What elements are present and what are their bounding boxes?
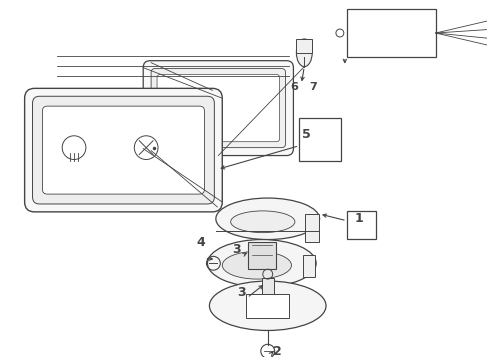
Bar xyxy=(262,278,273,294)
Bar xyxy=(299,118,341,162)
FancyBboxPatch shape xyxy=(157,75,280,142)
Bar xyxy=(246,294,290,318)
Bar xyxy=(305,214,319,242)
Ellipse shape xyxy=(222,251,292,279)
FancyBboxPatch shape xyxy=(32,96,214,204)
Text: 7: 7 xyxy=(309,82,317,92)
Text: 2: 2 xyxy=(272,345,281,358)
Ellipse shape xyxy=(216,198,319,239)
Bar xyxy=(248,242,276,269)
Text: 3: 3 xyxy=(232,243,241,256)
Ellipse shape xyxy=(231,211,295,233)
Bar xyxy=(347,9,436,57)
Text: 4: 4 xyxy=(196,237,205,249)
Text: 5: 5 xyxy=(302,128,311,141)
FancyBboxPatch shape xyxy=(43,106,204,194)
Text: 6: 6 xyxy=(291,82,298,92)
Bar xyxy=(296,39,312,53)
Bar xyxy=(347,211,376,239)
FancyBboxPatch shape xyxy=(151,69,286,148)
Text: 1: 1 xyxy=(355,212,364,225)
Ellipse shape xyxy=(296,39,312,67)
Ellipse shape xyxy=(207,239,316,287)
Text: 3: 3 xyxy=(237,286,245,299)
FancyBboxPatch shape xyxy=(143,61,294,156)
Ellipse shape xyxy=(209,281,326,330)
Bar xyxy=(303,255,315,277)
FancyBboxPatch shape xyxy=(24,88,222,212)
